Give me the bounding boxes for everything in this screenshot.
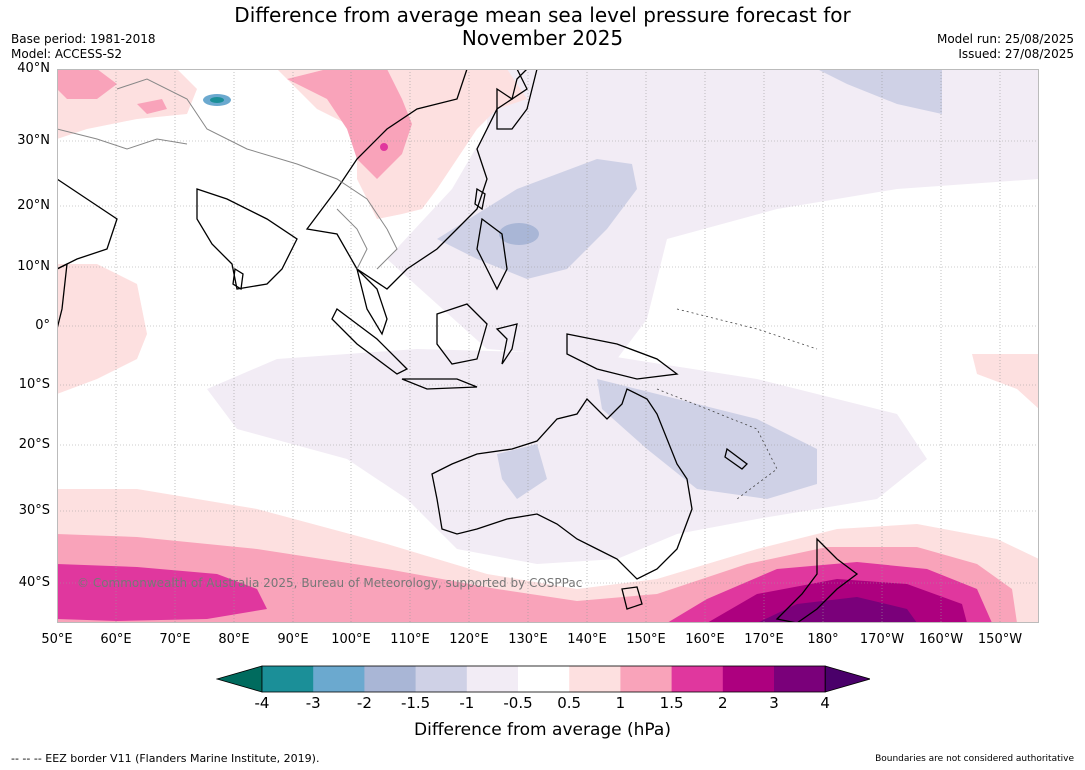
base-period: Base period: 1981-2018 — [11, 32, 156, 46]
colorbar — [216, 665, 870, 693]
negative-anomaly-light — [207, 69, 1039, 564]
coast-japan — [496, 69, 538, 130]
coast-new-caledonia — [724, 447, 748, 470]
latitude-label: 40°S — [18, 575, 50, 590]
model-run: Model run: 25/08/2025 — [936, 32, 1074, 46]
positive-anomaly-south — [57, 489, 1039, 623]
coast-malay-peninsula — [355, 266, 388, 336]
colorbar-tick-label: -3 — [305, 694, 321, 712]
boundaries-disclaimer: Boundaries are not considered authoritat… — [875, 754, 1074, 764]
colorbar-tick-label: -1 — [459, 694, 475, 712]
longitude-label: 70°E — [159, 632, 191, 647]
country-borders — [57, 78, 398, 270]
longitude-label: 130°E — [508, 632, 548, 647]
eez-borders — [656, 308, 818, 500]
colorbar-extend-high — [824, 665, 870, 693]
colorbar-swatch — [774, 666, 826, 692]
coast-africa — [57, 262, 68, 330]
negative-anomaly-strong — [499, 223, 539, 245]
longitude-label: 150°W — [977, 632, 1023, 647]
colorbar-tick-label: -2 — [356, 694, 372, 712]
colorbar-tick-label: 1 — [615, 694, 626, 712]
longitude-label: 60°E — [100, 632, 132, 647]
longitude-label: 50°E — [41, 632, 73, 647]
meta-left: Base period: 1981-2018 Model: ACCESS-S2 — [11, 32, 156, 62]
colorbar-swatch — [722, 666, 775, 692]
colorbar-swatch — [671, 666, 724, 692]
title-line-2: November 2025 — [461, 26, 624, 50]
colorbar-tick-label: -1.5 — [400, 694, 431, 712]
coast-tasmania — [621, 586, 643, 610]
coast-southeast-asia — [305, 69, 528, 290]
model-name: Model: ACCESS-S2 — [11, 47, 123, 61]
colorbar-tick-label: 4 — [820, 694, 830, 712]
longitude-label: 180° — [807, 632, 839, 647]
pressure-anomaly-map: © Commonwealth of Australia 2025, Bureau… — [57, 69, 1039, 623]
longitude-label: 160°E — [685, 632, 725, 647]
coast-sumatra — [331, 308, 409, 375]
colorbar-tick-label: -4 — [254, 694, 270, 712]
coast-taiwan — [474, 187, 486, 211]
latitude-label: 10°S — [18, 377, 50, 392]
colorbar-tick-label: -0.5 — [503, 694, 533, 712]
colorbar-tick-label: 1.5 — [659, 694, 684, 712]
colorbar-tick-label: 3 — [769, 694, 779, 712]
longitude-label: 140°E — [567, 632, 607, 647]
longitude-label: 90°E — [277, 632, 309, 647]
meta-right: Model run: 25/08/2025 Issued: 27/08/2025 — [937, 32, 1074, 62]
longitude-label: 110°E — [390, 632, 430, 647]
coastlines — [57, 69, 859, 623]
latitude-label: 20°N — [17, 198, 50, 213]
coast-sulawesi — [495, 323, 518, 365]
coast-borneo — [436, 303, 488, 365]
colorbar-tick-label: 2 — [718, 694, 728, 712]
colorbar-swatch — [364, 666, 417, 692]
coast-australia — [431, 388, 693, 580]
longitude-label: 120°E — [449, 632, 489, 647]
issued-date: Issued: 27/08/2025 — [958, 47, 1074, 61]
coast-philippines — [476, 217, 508, 291]
colorbar-swatch — [569, 666, 621, 692]
colorbar-swatch — [415, 666, 468, 692]
colorbar-swatch — [313, 666, 365, 692]
negative-anomaly-himalaya — [203, 94, 231, 106]
colorbar-swatch — [620, 666, 673, 692]
colorbar-extend-low — [216, 665, 263, 693]
coast-arabia — [57, 178, 118, 270]
map-title: Difference from average mean sea level p… — [0, 4, 1085, 50]
latitude-label: 30°S — [18, 503, 50, 518]
latitude-label: 40°N — [17, 61, 50, 76]
title-line-1: Difference from average mean sea level p… — [234, 3, 851, 27]
map-frame — [57, 69, 1039, 623]
longitude-label: 150°E — [626, 632, 666, 647]
colorbar-frame — [261, 665, 826, 693]
colorbar-swatch — [518, 666, 570, 692]
coast-new-guinea — [566, 333, 679, 380]
coast-java — [401, 378, 478, 390]
colorbar-swatch — [262, 666, 314, 692]
colorbar-label: Difference from average (hPa) — [414, 720, 671, 740]
positive-anomaly-north — [57, 69, 1039, 409]
longitude-label: 80°E — [218, 632, 250, 647]
latitude-label: 20°S — [18, 437, 50, 452]
colorbar-tick-label: 0.5 — [557, 694, 582, 712]
copyright-text: © Commonwealth of Australia 2025, Bureau… — [77, 576, 582, 590]
longitude-label: 170°W — [859, 632, 905, 647]
longitude-label: 160°W — [918, 632, 964, 647]
coast-india — [196, 188, 298, 290]
coast-new-zealand — [775, 537, 859, 623]
graticule — [57, 69, 1039, 623]
latitude-label: 10°N — [17, 259, 50, 274]
colorbar-swatch — [466, 666, 519, 692]
eez-border-note: -- -- -- EEZ border V11 (Flanders Marine… — [11, 752, 320, 765]
longitude-label: 100°E — [331, 632, 371, 647]
coast-sri-lanka — [232, 267, 244, 291]
longitude-label: 170°E — [744, 632, 784, 647]
latitude-label: 0° — [35, 318, 50, 333]
latitude-label: 30°N — [17, 133, 50, 148]
